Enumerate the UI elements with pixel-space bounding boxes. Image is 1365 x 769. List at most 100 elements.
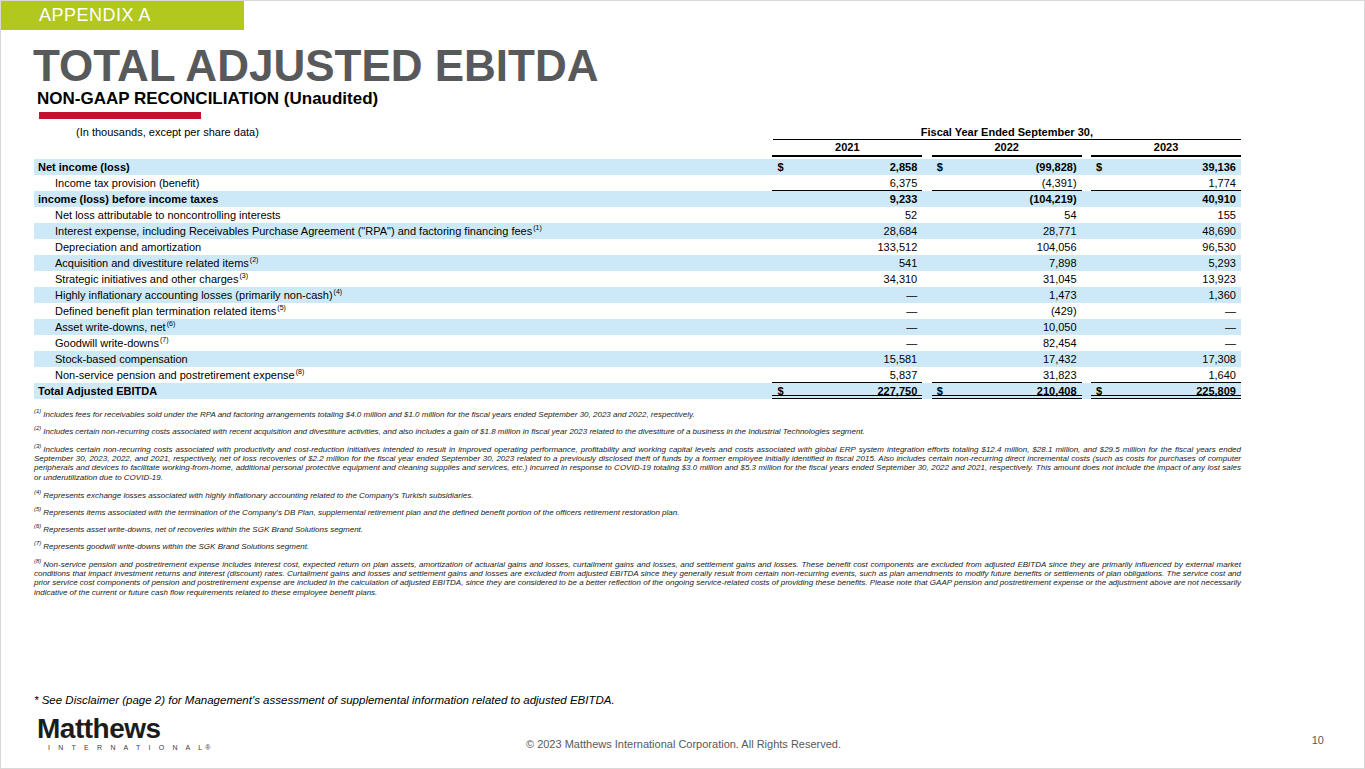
page-subtitle: NON-GAAP RECONCILIATION (Unaudited) [37, 89, 378, 109]
value-2022: 82,454 [937, 335, 1077, 351]
footnote-text: Represents goodwill write-downs within t… [43, 542, 309, 551]
value-2021: — [777, 335, 917, 351]
row-label: Stock-based compensation [55, 353, 188, 365]
footnote-4: (4)Represents exchange losses associated… [34, 488, 1241, 500]
footnote-ref: (7) [160, 336, 169, 343]
value-2021: 541 [777, 255, 917, 271]
footnote-number: (6) [34, 523, 41, 529]
row-label: Highly inflationary accounting losses (p… [55, 289, 333, 301]
table-row-defined-benefit-termination: Defined benefit plan termination related… [34, 303, 1241, 319]
year-2021-header: 2021 [772, 140, 922, 157]
page-number: 10 [1312, 734, 1324, 746]
row-label: Net loss attributable to noncontrolling … [55, 209, 281, 221]
footnote-8: (8)Non-service pension and postretiremen… [34, 557, 1241, 598]
value-2023: 225,809 [1102, 383, 1236, 395]
value-2022: 28,771 [937, 223, 1077, 239]
value-2021: 2,858 [784, 159, 918, 175]
footnote-number: (5) [34, 506, 41, 512]
footnote-ref: (3) [239, 272, 248, 279]
red-accent-bar [39, 112, 201, 119]
row-label: Acquisition and divestiture related item… [55, 257, 249, 269]
row-label: Defined benefit plan termination related… [55, 305, 276, 317]
value-2022: (104,219) [937, 191, 1077, 207]
table-row-income-before-taxes: income (loss) before income taxes 9,233 … [34, 191, 1241, 207]
value-2021: 133,512 [777, 239, 917, 255]
year-2023-header: 2023 [1091, 140, 1241, 157]
value-2023: 13,923 [1096, 271, 1236, 287]
value-2021: — [777, 319, 917, 335]
value-2022: 7,898 [937, 255, 1077, 271]
footnote-text: Represents exchange losses associated wi… [43, 490, 473, 499]
value-2023: 1,640 [1096, 367, 1236, 382]
footnote-5: (5)Represents items associated with the … [34, 505, 1241, 517]
footnote-text: Non-service pension and postretirement e… [34, 559, 1241, 597]
row-label: income (loss) before income taxes [38, 193, 218, 205]
row-label: Depreciation and amortization [55, 241, 201, 253]
row-label: Non-service pension and postretirement e… [55, 369, 295, 381]
footnote-text: Includes fees for receivables sold under… [43, 410, 694, 419]
footnotes-section: (1)Includes fees for receivables sold un… [34, 407, 1241, 603]
value-2023: 5,293 [1096, 255, 1236, 271]
value-2022: 10,050 [937, 319, 1077, 335]
row-label: Interest expense, including Receivables … [55, 225, 532, 237]
row-label: Strategic initiatives and other charges [55, 273, 238, 285]
row-label: Total Adjusted EBITDA [38, 385, 157, 397]
value-2023: 155 [1096, 207, 1236, 223]
value-2021: — [777, 303, 917, 319]
footnote-ref: (2) [250, 256, 259, 263]
value-2021: 52 [777, 207, 917, 223]
table-row-asset-writedowns: Asset write-downs, net(6) — 10,050 — [34, 319, 1241, 335]
appendix-banner-label: APPENDIX A [39, 5, 151, 25]
value-2023: 17,308 [1096, 351, 1236, 367]
appendix-banner: APPENDIX A [1, 1, 244, 30]
table-row-income-tax: Income tax provision (benefit) 6,375 (4,… [34, 175, 1241, 191]
value-2022: 104,056 [937, 239, 1077, 255]
value-2023: 39,136 [1102, 159, 1236, 175]
footnote-text: Includes certain non-recurring costs ass… [34, 444, 1241, 482]
value-2022: 210,408 [943, 383, 1077, 395]
year-header-row: 2021 2022 2023 [34, 140, 1241, 157]
row-label: Asset write-downs, net [55, 321, 166, 333]
table-row-stock-compensation: Stock-based compensation 15,581 17,432 1… [34, 351, 1241, 367]
value-2021: 9,233 [777, 191, 917, 207]
copyright-notice: © 2023 Matthews International Corporatio… [1, 738, 1365, 750]
row-label: Net income (loss) [38, 161, 130, 173]
value-2023: 48,690 [1096, 223, 1236, 239]
footnote-text: Represents asset write-downs, net of rec… [43, 525, 363, 534]
table-row-depreciation-amortization: Depreciation and amortization 133,512 10… [34, 239, 1241, 255]
footnote-1: (1)Includes fees for receivables sold un… [34, 407, 1241, 419]
footnote-ref: (4) [334, 288, 343, 295]
table-row-strategic-initiatives: Strategic initiatives and other charges(… [34, 271, 1241, 287]
value-2021: 227,750 [784, 383, 918, 395]
value-2023: — [1096, 319, 1236, 335]
value-2023: — [1096, 303, 1236, 319]
footnote-ref: (1) [533, 224, 542, 231]
page-title: TOTAL ADJUSTED EBITDA [33, 41, 599, 91]
disclaimer-note: * See Disclaimer (page 2) for Management… [34, 694, 615, 706]
table-row-total-adjusted-ebitda: Total Adjusted EBITDA $227,750 $210,408 … [34, 383, 1241, 399]
table-header-group-row: (In thousands, except per share data) Fi… [34, 125, 1241, 140]
footnote-number: (7) [34, 540, 41, 546]
footnote-text: Includes certain non-recurring costs ass… [43, 427, 865, 436]
table-row-noncontrolling-interests: Net loss attributable to noncontrolling … [34, 207, 1241, 223]
reconciliation-table: (In thousands, except per share data) Fi… [34, 125, 1241, 399]
footnote-text: Represents items associated with the ter… [43, 507, 679, 516]
value-2022: 1,473 [937, 287, 1077, 303]
value-2022: (4,391) [937, 175, 1077, 190]
value-2021: 6,375 [777, 175, 917, 190]
value-2022: 54 [937, 207, 1077, 223]
value-2022: 31,823 [937, 367, 1077, 382]
footnote-ref: (8) [296, 368, 305, 375]
footnote-2: (2)Includes certain non-recurring costs … [34, 424, 1241, 436]
value-2023: — [1096, 335, 1236, 351]
value-2021: 34,310 [777, 271, 917, 287]
footnote-number: (3) [34, 443, 41, 449]
value-2023: 40,910 [1096, 191, 1236, 207]
footnote-number: (2) [34, 425, 41, 431]
row-label: Goodwill write-downs [55, 337, 159, 349]
footnote-7: (7)Represents goodwill write-downs withi… [34, 539, 1241, 551]
table-row-acquisition-divestiture: Acquisition and divestiture related item… [34, 255, 1241, 271]
value-2022: 17,432 [937, 351, 1077, 367]
table-row-nonservice-pension: Non-service pension and postretirement e… [34, 367, 1241, 383]
value-2021: 28,684 [777, 223, 917, 239]
